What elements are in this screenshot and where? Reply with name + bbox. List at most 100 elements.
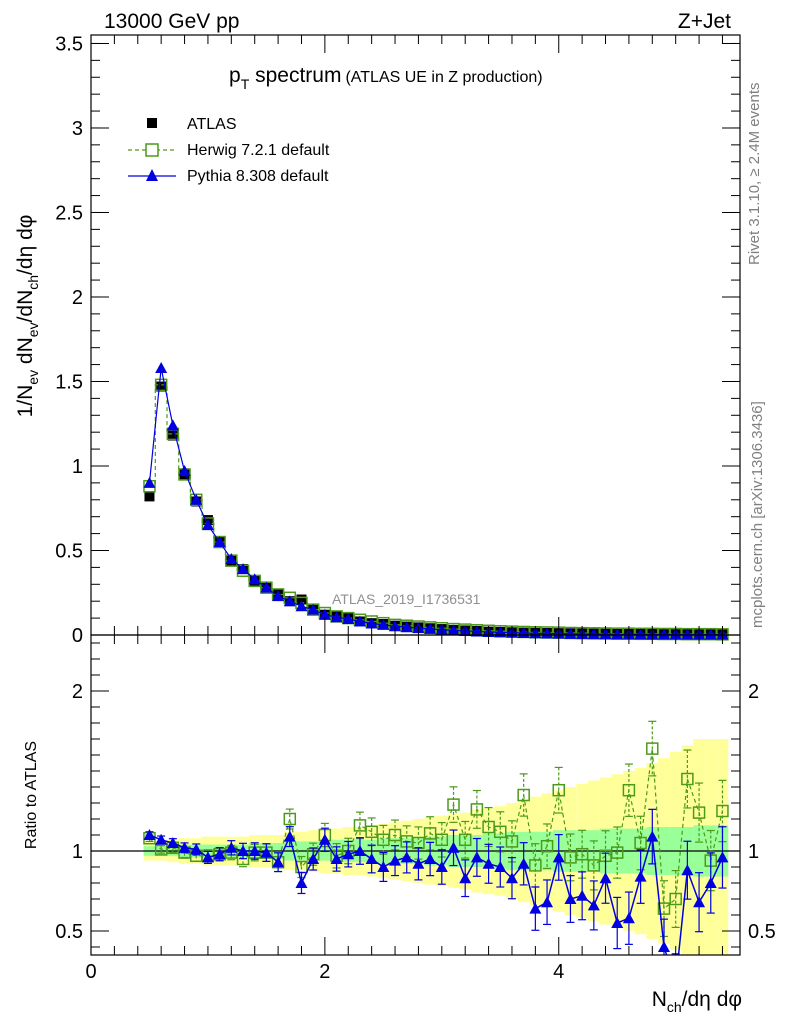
pythia-point [704,628,717,640]
legend-marker-pythia [146,169,158,181]
x-tick-label: 0 [85,961,96,983]
pythia-point [389,620,402,632]
pythia-point [424,622,437,634]
ratio-y-tick-label: 1 [72,841,83,863]
pythia-point [178,465,191,477]
main-y-axis-label-text: 1/Nev dNev/dNch/dη dφ [14,215,41,418]
herwig-ratio-point [470,803,484,816]
main-y-tick-label: 2.5 [55,202,83,224]
legend-marker-herwig [145,143,159,157]
pythia-ratio-point [342,848,355,860]
pythia-ratio-point [435,861,448,872]
pythia-ratio-point [681,864,694,876]
pythia-ratio-point [143,829,156,840]
atlas-point [144,491,155,502]
herwig-ratio-point [692,806,706,819]
pythia-ratio-point [634,870,647,882]
pythia-point [587,628,600,640]
chart-title-spectrum: spectrum [249,64,341,87]
pythia-ratio-point [272,856,285,868]
ratio-ticks: 0.5 0.5 1 1 2 2 0 2 4 [55,635,776,983]
ratio-y-tick-label: 2 [72,681,83,703]
pythia-ratio-point [541,896,554,908]
herwig-ratio-point [610,846,624,859]
herwig-point [154,378,168,392]
pythia-ratio-point [166,837,179,848]
herwig-ratio-point [540,839,554,853]
herwig-ratio-point [365,825,378,839]
pythia-ratio-point [599,872,612,884]
herwig-ratio-point [716,804,729,818]
pythia-point [400,621,413,633]
pythia-ratio-point [716,851,729,863]
ratio-plot-area [91,720,740,955]
header-process: Z+Jet [678,10,731,33]
herwig-ratio-point [283,812,297,826]
pythia-point [143,476,156,488]
pythia-point [155,361,168,373]
herwig-ratio-point [669,892,682,906]
pythia-point [365,617,378,629]
herwig-ratio-point [388,828,402,842]
pythia-ratio-point [237,845,250,856]
main-y-tick-label: 3.5 [55,33,83,55]
ratio-y-tick-label-right: 1 [748,841,759,863]
pythia-ratio-point [693,896,706,908]
pythia-point [213,536,226,548]
ratio-panel: 0.5 0.5 1 1 2 2 0 2 4 Ratio to ATLAS [23,634,776,983]
legend-marker-atlas [147,118,157,128]
pythia-point [634,628,647,640]
pythia-point [307,603,320,615]
pythia-point [470,625,483,637]
pythia-ratio-point [704,877,717,888]
chart-title-pt: p [229,64,241,87]
chart-title-subscript: T [241,76,250,92]
pythia-ratio-point [260,846,273,858]
pythia-point [657,628,670,640]
atlas-point [167,430,178,441]
pythia-point [447,624,460,636]
header-energy: 13000 GeV pp [104,10,239,33]
atlas-point [296,594,307,605]
pythia-ratio-point [318,833,331,845]
pythia-point [260,581,273,593]
ratio-y-tick-label: 0.5 [55,921,83,943]
ratio-frame [90,634,741,956]
pythia-ratio-point [295,877,308,888]
herwig-ratio-point [657,902,671,915]
herwig-ratio-point [423,827,437,840]
pythia-point [166,419,179,431]
pythia-ratio-point [283,830,296,842]
pythia-point [611,628,624,640]
legend: ATLAS Herwig 7.2.1 default Pythia 8.308 … [128,116,330,185]
pythia-point [248,573,261,585]
herwig-ratio-point [681,772,694,786]
pythia-ratio-point [201,851,214,863]
herwig-ratio-point [552,783,565,797]
main-y-tick-label: 1.5 [55,371,83,393]
herwig-ratio-point [634,836,647,850]
main-y-tick-label: 1 [72,456,83,478]
pythia-ratio-point [622,912,635,924]
pythia-ratio-point [552,851,565,863]
pythia-ratio-point [470,851,483,863]
herwig-ratio-point [587,859,601,872]
herwig-ratio-point [646,742,659,755]
pythia-point [541,627,554,639]
watermark: ATLAS_2019_I1736531 [332,591,481,607]
pythia-point [681,628,694,640]
herwig-ratio-point [622,783,636,797]
pythia-point [377,618,390,630]
legend-label-atlas: ATLAS [187,116,237,133]
ratio-y-tick-label-right: 2 [748,681,759,703]
atlas-point [156,381,167,392]
pythia-ratio-point [517,857,530,869]
pythia-point [342,612,355,624]
pythia-ratio-point [657,941,670,952]
pythia-ratio-point [587,899,600,911]
main-ticks: 0 0.5 1 1.5 2 2.5 3 3.5 [55,33,740,647]
pythia-ratio-point [155,833,168,845]
x-tick-label: 4 [553,961,564,983]
herwig-ratio-point [517,788,530,802]
